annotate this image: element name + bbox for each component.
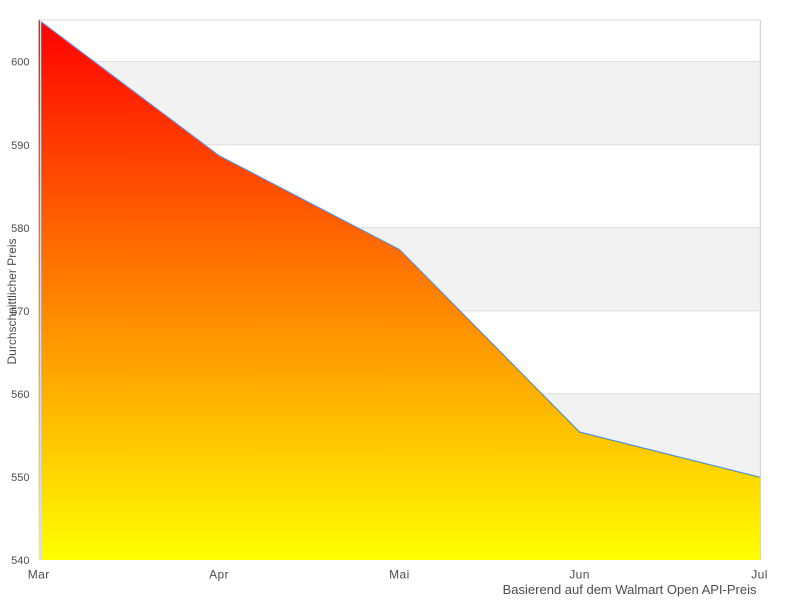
svg-text:Jul: Jul [751,567,768,581]
svg-text:Mar: Mar [28,567,50,581]
svg-text:570: 570 [11,306,29,318]
svg-text:550: 550 [11,472,29,484]
svg-text:Basierend auf dem Walmart Open: Basierend auf dem Walmart Open API-Preis [503,582,757,597]
svg-text:540: 540 [11,555,29,567]
svg-text:Mai: Mai [389,567,410,581]
svg-text:590: 590 [11,140,29,152]
svg-text:Durchschnittlicher Preis: Durchschnittlicher Preis [5,238,19,364]
svg-text:560: 560 [11,389,29,401]
svg-text:Jun: Jun [569,567,590,581]
svg-text:580: 580 [11,223,29,235]
svg-text:600: 600 [11,57,29,69]
svg-text:Apr: Apr [209,567,229,581]
